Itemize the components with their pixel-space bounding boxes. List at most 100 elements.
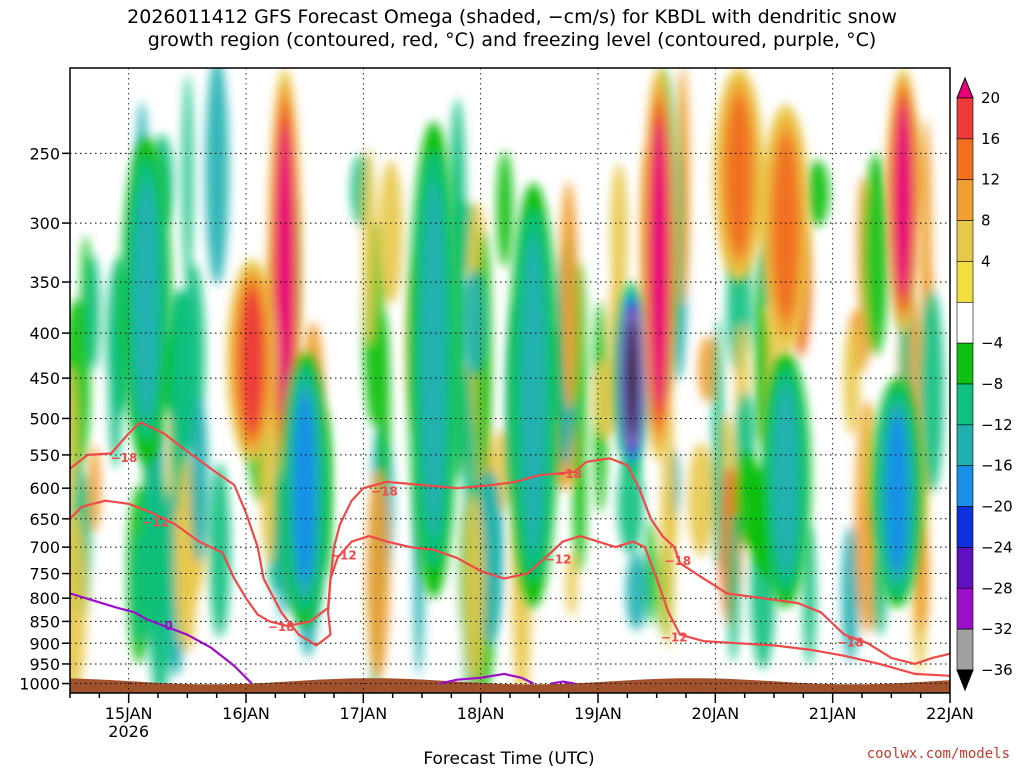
colorbar-bin-9 — [956, 424, 974, 467]
colorbar-bin-4 — [956, 220, 974, 262]
colorbar-label: −36 — [981, 661, 1013, 679]
contour-label: −18 — [555, 467, 582, 481]
omega-feature-11 — [294, 392, 315, 585]
omega-feature-2 — [626, 318, 638, 439]
omega-feature-5 — [896, 113, 910, 288]
omega-streak — [463, 269, 485, 375]
chart-title-line2: growth region (contoured, red, °C) and f… — [147, 29, 877, 51]
contour-label: 0 — [164, 619, 172, 633]
y-tick-label-300: 300 — [29, 214, 60, 233]
omega-streak — [558, 181, 579, 410]
omega-streak — [734, 449, 761, 547]
contour-label: −18 — [371, 485, 398, 499]
omega-streak — [625, 552, 647, 631]
x-tick-label-15: 15JAN — [105, 704, 153, 723]
x-tick-label-16: 16JAN — [222, 704, 270, 723]
y-tick-label-600: 600 — [29, 479, 60, 498]
omega-streak — [862, 153, 889, 356]
credit-link[interactable]: coolwx.com/models — [866, 746, 1010, 762]
colorbar: 20 16 12 8 4 −4 −8 −12 −16 −20 −24 −28 −32 −36 — [956, 76, 1013, 692]
y-tick-label-800: 800 — [29, 589, 60, 608]
chart-title-line1: 2026011412 GFS Forecast Omega (shaded, −… — [127, 6, 897, 28]
x-tick-label-17: 17JAN — [339, 704, 387, 723]
y-tick-label-450: 450 — [29, 369, 60, 388]
omega-streak — [205, 68, 229, 285]
colorbar-bin-1 — [956, 97, 974, 140]
svg-text:−12: −12 — [330, 549, 357, 563]
svg-text:−12: −12 — [545, 552, 572, 566]
omega-streak — [687, 442, 714, 557]
colorbar-bin-7 — [956, 342, 974, 385]
y-tick-label-250: 250 — [29, 144, 60, 163]
contour-label: −18 — [837, 636, 864, 650]
omega-streak — [496, 151, 513, 267]
omega-streak — [566, 552, 578, 617]
colorbar-label: −28 — [981, 579, 1013, 597]
contour-minus12 — [70, 499, 950, 677]
y-tick-label-650: 650 — [29, 510, 60, 529]
colorbar-label: −16 — [981, 457, 1013, 475]
contour-label: −12 — [330, 549, 357, 563]
omega-streak — [918, 289, 945, 494]
svg-text:−18: −18 — [111, 451, 138, 465]
contour-label: −18 — [664, 554, 691, 568]
y-tick-label-900: 900 — [29, 634, 60, 653]
x-axis-label: Forecast Time (UTC) — [423, 749, 594, 768]
contour-label: −12 — [545, 552, 572, 566]
freezing-level-1 — [70, 592, 253, 685]
y-tick-label-400: 400 — [29, 324, 60, 343]
omega-field — [70, 68, 950, 693]
svg-text:−18: −18 — [371, 485, 398, 499]
y-tick-label-500: 500 — [29, 409, 60, 428]
y-tick-label-850: 850 — [29, 612, 60, 631]
omega-streak — [727, 512, 740, 663]
omega-streak — [88, 445, 101, 533]
omega-streak — [182, 74, 193, 284]
colorbar-bin-11 — [956, 506, 974, 548]
svg-text:−18: −18 — [837, 636, 864, 650]
omega-feature-13 — [886, 412, 908, 574]
svg-text:−18: −18 — [268, 620, 295, 634]
contour-label: −18 — [111, 451, 138, 465]
svg-text:−12: −12 — [661, 630, 688, 644]
svg-text:−12: −12 — [142, 516, 169, 530]
colorbar-label: −8 — [981, 375, 1003, 393]
x-tick-label-18: 18JAN — [457, 704, 505, 723]
colorbar-bin-6 — [956, 301, 974, 344]
omega-streak — [843, 325, 860, 436]
chart-title: 2026011412 GFS Forecast Omega (shaded, −… — [0, 6, 1024, 52]
colorbar-bin-3 — [956, 179, 974, 221]
colorbar-label: 12 — [981, 171, 1000, 189]
omega-streak — [86, 255, 100, 370]
omega-feature-0 — [278, 140, 291, 416]
colorbar-label: −24 — [981, 538, 1013, 556]
omega-feature-10 — [521, 237, 546, 554]
contour-label: −18 — [268, 620, 295, 634]
x-tick-sublabel: 2026 — [108, 722, 149, 741]
omega-streak — [805, 160, 830, 227]
omega-feature-1 — [241, 289, 263, 432]
omega-streak — [661, 405, 676, 649]
omega-streak — [645, 518, 657, 625]
x-tick-label-19: 19JAN — [574, 704, 622, 723]
colorbar-bin-2 — [956, 138, 974, 181]
colorbar-label: −12 — [981, 416, 1013, 434]
x-tick-label-20: 20JAN — [691, 704, 739, 723]
colorbar-bin-13 — [956, 587, 974, 630]
colorbar-label: 8 — [981, 212, 991, 230]
omega-streak — [70, 366, 77, 519]
omega-streak — [697, 335, 718, 402]
omega-streak — [362, 147, 376, 345]
omega-feature-6 — [726, 95, 752, 255]
omega-streak — [617, 455, 644, 555]
colorbar-label: 20 — [981, 89, 1000, 107]
omega-feature-4 — [652, 136, 666, 394]
y-tick-label-1000: 1000 — [19, 675, 60, 694]
contours: −18 −12 −18 −12 −18 −18 −12 −18 −12 −18 0 — [70, 421, 950, 685]
y-tick-label-950: 950 — [29, 655, 60, 674]
y-tick-label-750: 750 — [29, 565, 60, 584]
omega-streak — [803, 525, 816, 666]
omega-feature-7 — [773, 136, 799, 320]
